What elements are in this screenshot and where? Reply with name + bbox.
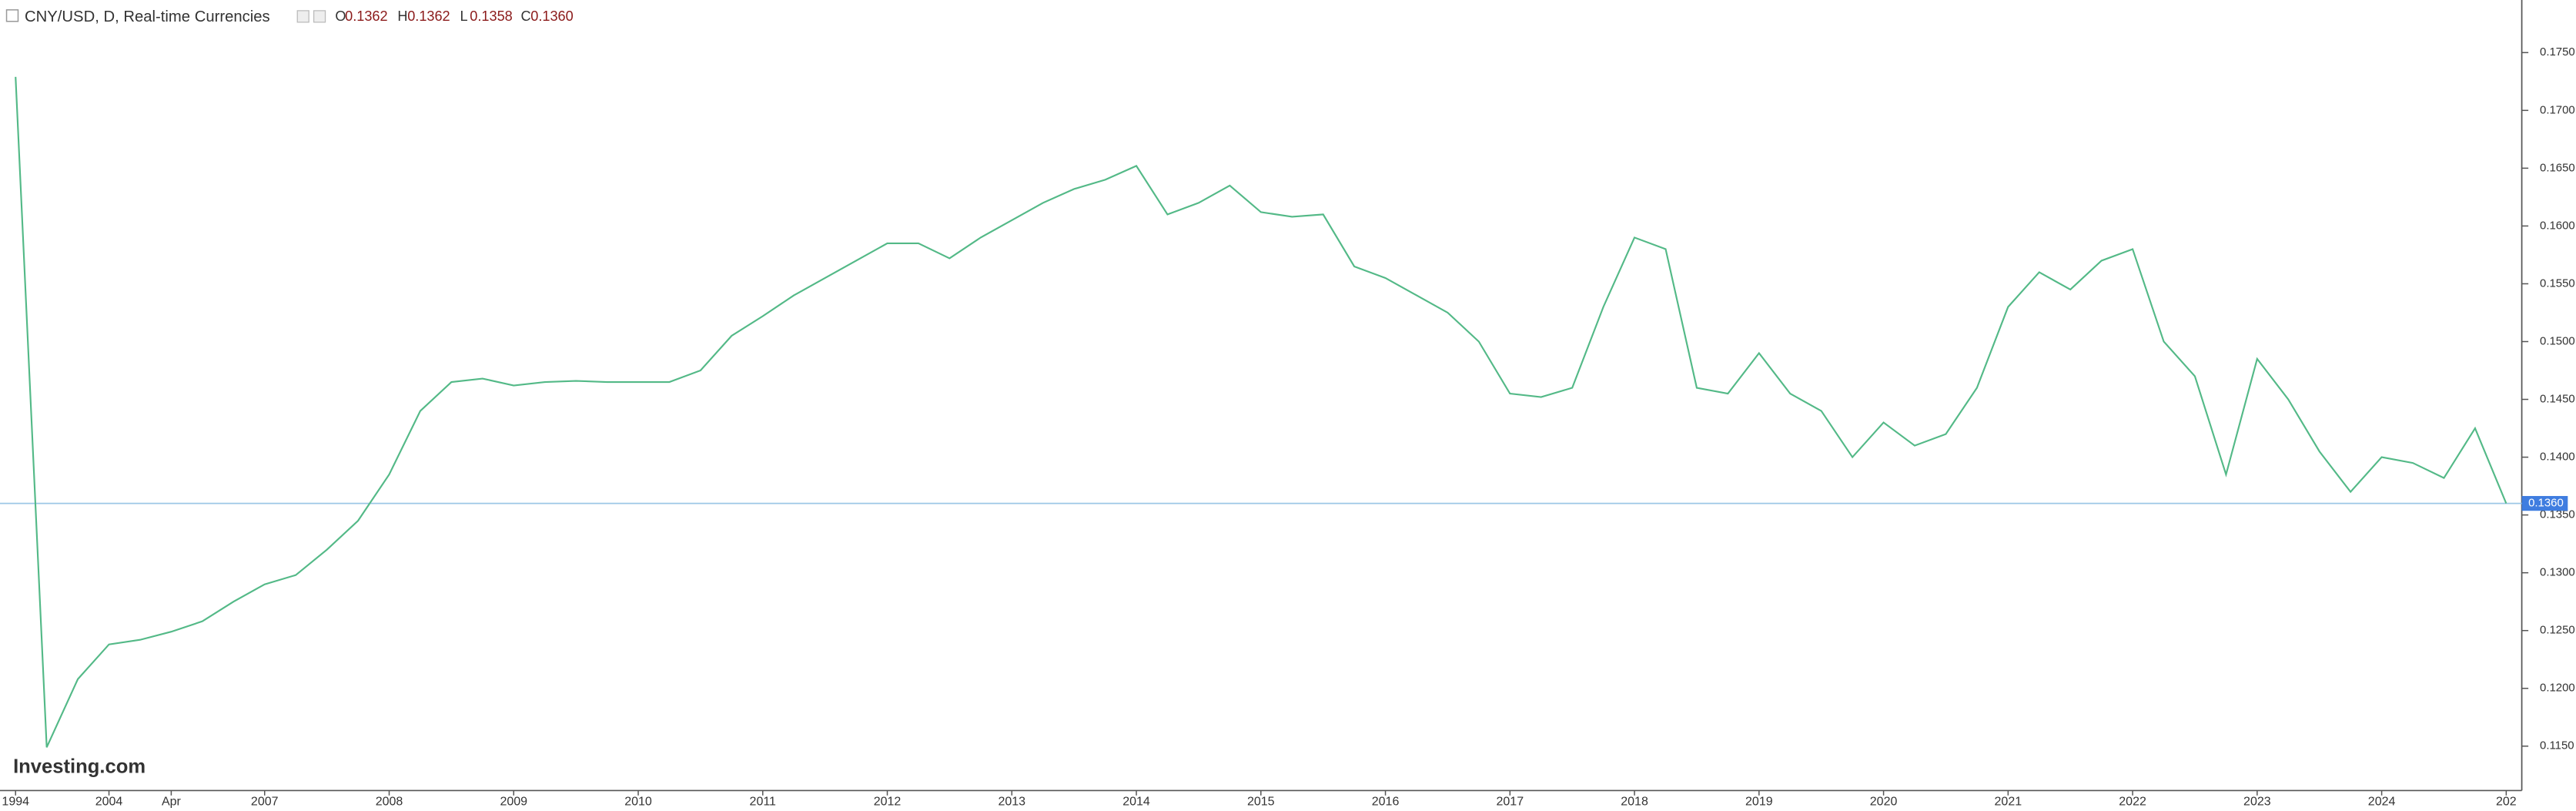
last-price-box bbox=[2521, 496, 2568, 511]
y-tick-label: 0.1600 bbox=[2540, 219, 2575, 232]
ohlc-key: O bbox=[335, 8, 346, 24]
x-tick-label: 2009 bbox=[500, 796, 527, 809]
ohlc-value: 0.1362 bbox=[345, 8, 387, 24]
y-tick-label: 0.1500 bbox=[2540, 334, 2575, 347]
y-tick-label: 0.1200 bbox=[2540, 682, 2575, 695]
ohlc-value: 0.1360 bbox=[530, 8, 573, 24]
x-tick-label: 2023 bbox=[2243, 796, 2271, 809]
ohlc-key: C bbox=[520, 8, 530, 24]
x-tick-label: 2018 bbox=[1621, 796, 1648, 809]
y-tick-label: 0.1750 bbox=[2540, 45, 2575, 59]
y-tick-label: 0.1550 bbox=[2540, 276, 2575, 290]
x-tick-label: 2021 bbox=[1995, 796, 2022, 809]
visibility-icon[interactable] bbox=[313, 10, 326, 23]
x-tick-label: 2011 bbox=[750, 796, 777, 809]
y-tick-label: 0.1450 bbox=[2540, 392, 2575, 405]
x-tick-label: 2004 bbox=[95, 796, 123, 809]
y-tick-label: 0.1300 bbox=[2540, 566, 2575, 579]
x-tick-label: 2017 bbox=[1497, 796, 1524, 809]
x-tick-label: 2020 bbox=[1870, 796, 1898, 809]
x-tick-label: 2012 bbox=[874, 796, 902, 809]
x-tick-label: 2016 bbox=[1372, 796, 1400, 809]
y-tick-label: 0.1250 bbox=[2540, 624, 2575, 637]
last-price-label: 0.1360 bbox=[2528, 497, 2564, 510]
x-tick-label: 2015 bbox=[1247, 796, 1275, 809]
ohlc-value: 0.1362 bbox=[407, 8, 450, 24]
x-tick-label: 1994 bbox=[2, 796, 29, 809]
x-tick-label: 2010 bbox=[624, 796, 652, 809]
price-line bbox=[15, 76, 2507, 748]
x-tick-label: 2024 bbox=[2368, 796, 2396, 809]
y-tick-label: 0.1150 bbox=[2540, 739, 2574, 752]
x-tick-label: 2022 bbox=[2119, 796, 2146, 809]
x-tick-label: 2014 bbox=[1122, 796, 1150, 809]
x-tick-label: 202 bbox=[2496, 796, 2517, 809]
x-tick-label: 2013 bbox=[998, 796, 1025, 809]
collapse-icon[interactable] bbox=[5, 9, 19, 22]
x-tick-label: 2008 bbox=[376, 796, 403, 809]
y-tick-label: 0.1350 bbox=[2540, 508, 2575, 521]
settings-icon[interactable] bbox=[296, 10, 309, 23]
x-tick-label: 2007 bbox=[251, 796, 279, 809]
x-tick-label: Apr bbox=[162, 796, 182, 809]
ohlc-value: 0.1358 bbox=[470, 8, 512, 24]
y-tick-label: 0.1700 bbox=[2540, 103, 2575, 116]
x-tick-label: 2019 bbox=[1745, 796, 1773, 809]
ohlc-key: L bbox=[460, 8, 468, 24]
y-tick-label: 0.1650 bbox=[2540, 161, 2575, 174]
ohlc-key: H bbox=[397, 8, 407, 24]
y-tick-label: 0.1400 bbox=[2540, 451, 2575, 464]
chart-title: CNY/USD, D, Real-time Currencies bbox=[25, 8, 270, 25]
watermark: Investing.com bbox=[13, 756, 146, 777]
